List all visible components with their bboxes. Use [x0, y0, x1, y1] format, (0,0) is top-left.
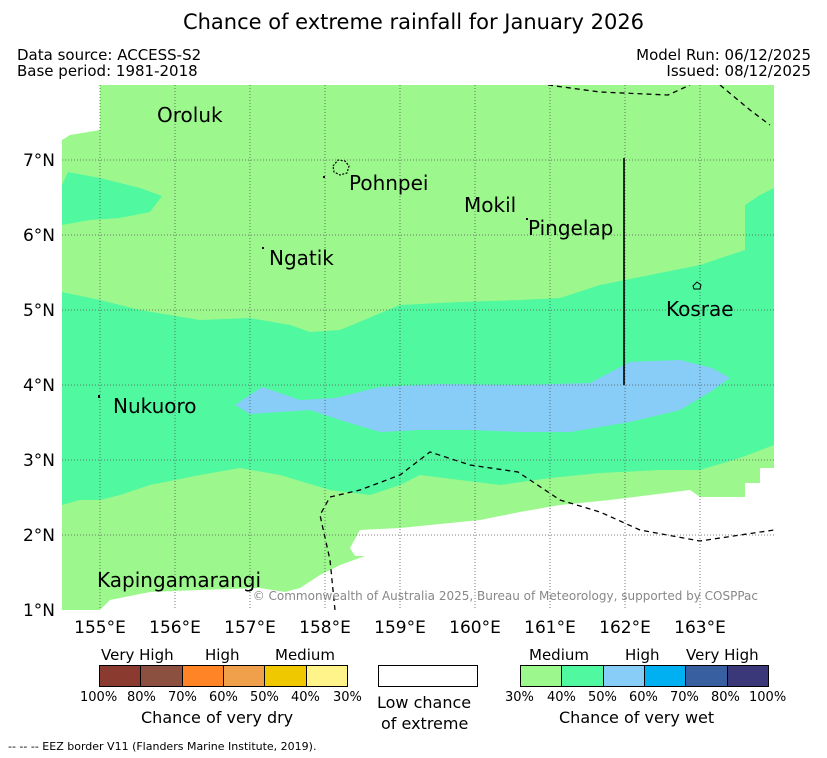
- wet-category-label: Very High: [686, 646, 759, 664]
- wet-swatch: [726, 666, 768, 686]
- lon-label: 163°E: [674, 618, 726, 638]
- lon-label: 155°E: [74, 618, 126, 638]
- lat-label: 4°N: [23, 376, 55, 396]
- eez-border: [319, 85, 774, 610]
- data-source: Data source: ACCESS-S2: [17, 46, 202, 64]
- lon-label: 158°E: [299, 618, 351, 638]
- low-chance-swatch: [378, 665, 478, 687]
- wet-tick: 60%: [629, 690, 658, 705]
- high-wet-area-south-tip: [62, 498, 80, 505]
- lon-label: 161°E: [524, 618, 576, 638]
- wet-tick: 50%: [588, 690, 617, 705]
- dry-swatch: [305, 666, 347, 686]
- copyright-text: © Commonwealth of Australia 2025, Bureau…: [253, 589, 758, 603]
- wet-category-label: High: [625, 646, 660, 664]
- dry-tick: 100%: [80, 690, 118, 705]
- place-mokil: Mokil: [464, 193, 516, 217]
- lon-label: 160°E: [449, 618, 501, 638]
- place-ngatik: Ngatik: [269, 246, 334, 270]
- wet-tick: 40%: [547, 690, 576, 705]
- wet-tick: 70%: [670, 690, 699, 705]
- lat-label: 1°N: [23, 601, 55, 621]
- kosrae-island: [692, 281, 702, 290]
- model-run: Model Run: 06/12/2025: [636, 46, 811, 64]
- wet-colorbar: [520, 665, 769, 687]
- dry-tick: 70%: [168, 690, 197, 705]
- lon-label: 162°E: [599, 618, 651, 638]
- pohnpei-island: [332, 159, 350, 176]
- wet-swatch: [685, 666, 727, 686]
- place-pohnpei: Pohnpei: [349, 171, 429, 195]
- dry-swatch: [264, 666, 306, 686]
- lat-label: 7°N: [23, 151, 55, 171]
- chart-title: Chance of extreme rainfall for January 2…: [182, 10, 645, 34]
- dry-tick: 60%: [209, 690, 238, 705]
- place-nukuoro: Nukuoro: [113, 394, 197, 418]
- wet-tick: 30%: [505, 690, 534, 705]
- lat-label: 6°N: [23, 226, 55, 246]
- rainfall-map: © Commonwealth of Australia 2025, Bureau…: [23, 85, 774, 638]
- dry-colorbar: [99, 665, 348, 687]
- dry-swatch: [100, 666, 141, 686]
- eez-footnote: -- -- -- EEZ border V11 (Flanders Marine…: [8, 740, 317, 753]
- wet-tick: 80%: [711, 690, 740, 705]
- dry-category-label: Medium: [275, 646, 335, 664]
- graticule: [62, 85, 774, 610]
- lon-label: 159°E: [374, 618, 426, 638]
- lat-label: 3°N: [23, 451, 55, 471]
- wet-swatch: [521, 666, 562, 686]
- wet-category-label: Medium: [529, 646, 589, 664]
- wet-swatch: [602, 666, 644, 686]
- wet-swatch: [561, 666, 603, 686]
- dry-swatch: [181, 666, 223, 686]
- low-chance-line2: of extreme: [381, 714, 469, 733]
- issued-date: Issued: 08/12/2025: [666, 62, 811, 80]
- dry-category-label: Very High: [101, 646, 174, 664]
- high-wet-area-north: [62, 172, 162, 225]
- place-kosrae: Kosrae: [666, 297, 734, 321]
- low-chance-line1: Low chance: [377, 693, 472, 712]
- lat-label: 2°N: [23, 526, 55, 546]
- place-kapingamarangi: Kapingamarangi: [97, 568, 261, 592]
- lon-label: 157°E: [224, 618, 276, 638]
- lon-label: 156°E: [149, 618, 201, 638]
- place-oroluk: Oroluk: [157, 103, 223, 127]
- atoll-dots: [98, 176, 528, 398]
- dry-category-label: High: [205, 646, 240, 664]
- dry-swatch: [140, 666, 182, 686]
- dry-tick: 50%: [250, 690, 279, 705]
- dry-tick: 40%: [291, 690, 320, 705]
- dry-tick: 80%: [127, 690, 156, 705]
- wet-swatch: [643, 666, 686, 686]
- lat-label: 5°N: [23, 301, 55, 321]
- dry-tick: 30%: [333, 690, 362, 705]
- wet-tick: 100%: [749, 690, 787, 705]
- wet-caption: Chance of very wet: [559, 708, 715, 727]
- high-wet-area-blue: [235, 360, 730, 432]
- place-pingelap: Pingelap: [528, 216, 613, 240]
- base-period: Base period: 1981-2018: [17, 62, 198, 80]
- dry-caption: Chance of very dry: [141, 708, 294, 727]
- dry-swatch: [222, 666, 265, 686]
